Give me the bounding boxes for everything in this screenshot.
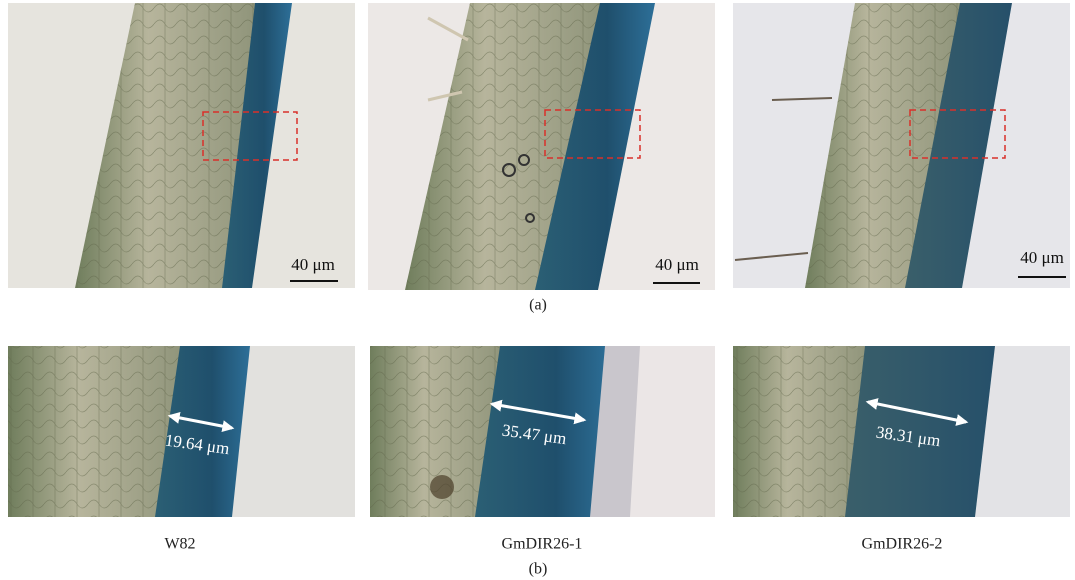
sample-label: GmDIR26-2: [862, 536, 943, 553]
micrograph-a3: 40 μm: [733, 3, 1070, 288]
sample-label: GmDIR26-1: [502, 536, 583, 553]
panel-label: (a): [529, 297, 547, 314]
figure: 40 μm 40 μm 40 μm (a) 19.64 μm: [0, 0, 1075, 580]
micrograph-b3: 38.31 μm: [733, 346, 1070, 517]
micrograph-a2: 40 μm: [368, 3, 715, 290]
sample-label: W82: [164, 536, 195, 553]
scale-bar-label: 40 μm: [291, 255, 335, 274]
micrograph-b2: 35.47 μm: [370, 346, 715, 517]
micrograph-b1: 19.64 μm: [8, 346, 355, 517]
micrograph-a1: 40 μm: [8, 3, 355, 288]
scale-bar-label: 40 μm: [655, 255, 699, 274]
panel-label: (b): [529, 561, 548, 578]
scale-bar-label: 40 μm: [1020, 248, 1064, 267]
